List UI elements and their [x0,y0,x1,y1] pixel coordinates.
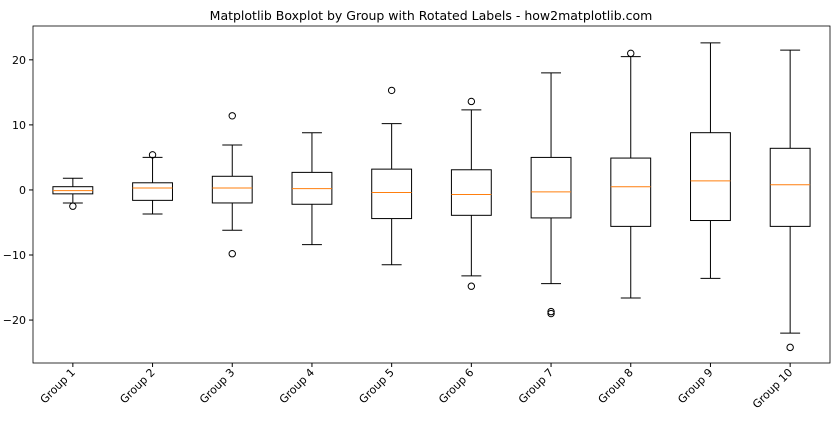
plot-frame [32,25,831,364]
y-tick-label: 10 [12,119,26,132]
y-tick-label: 20 [12,54,26,67]
y-tick-label: −20 [3,314,26,327]
outlier [148,151,157,159]
x-tick-label: Group 1 [38,366,78,406]
outlier [786,343,794,352]
chart-title: Matplotlib Boxplot by Group with Rotated… [210,8,653,23]
x-tick-label: Group 9 [675,366,715,406]
box [132,182,173,201]
x-tick-label: Group 8 [596,366,636,406]
outlier [547,307,555,316]
x-tick-label: Group 7 [516,366,556,406]
box [610,157,652,227]
outlier [69,202,77,210]
x-tick-label: Group 3 [197,366,237,406]
outlier [228,250,236,258]
box [371,168,413,220]
x-tick-label: Group 5 [356,366,396,406]
box [450,169,492,216]
outlier [467,282,476,290]
x-tick-label: Group 10 [750,366,795,411]
box [211,175,253,204]
y-tick-label: −10 [3,249,26,262]
x-tick-label: Group 2 [117,366,157,406]
outlier [547,309,555,318]
box [690,132,731,222]
outlier [228,112,236,120]
outlier [387,86,396,95]
x-tick-label: Group 4 [277,366,317,406]
outlier [467,97,476,106]
box [769,147,811,227]
box [530,156,572,219]
y-tick-label: 0 [19,184,26,197]
x-tick-label: Group 6 [436,366,476,406]
outlier [627,49,635,58]
